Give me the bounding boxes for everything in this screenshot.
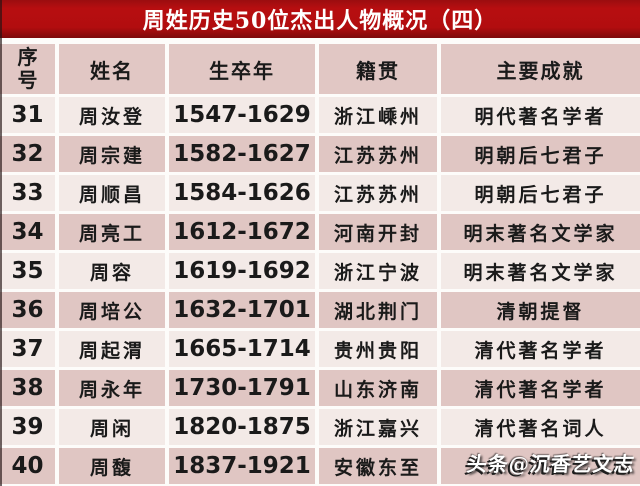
cell-birthplace: 安徽东至 <box>319 448 437 484</box>
header-label-number: 序号 <box>17 45 38 92</box>
cell-name: 周亮工 <box>59 214 165 250</box>
cell-birthplace: 江苏苏州 <box>319 136 437 172</box>
cell-achievement: 明代著名学者 <box>441 97 640 133</box>
cell-number: 34 <box>0 214 55 250</box>
cell-name: 周汝登 <box>59 97 165 133</box>
figures-table: 序号 姓名 生卒年 籍贯 主要成就 31 周汝登 1547-1629 浙江嵊州 … <box>0 44 640 484</box>
cell-birthplace: 河南开封 <box>319 214 437 250</box>
cell-achievement: 明末著名文学家 <box>441 214 640 250</box>
cell-lifespan: 1820-1875 <box>169 409 315 445</box>
table-row: 36 周培公 1632-1701 湖北荆门 清朝提督 <box>0 292 640 328</box>
table-row: 39 周闲 1820-1875 浙江嘉兴 清代著名词人 <box>0 409 640 445</box>
cell-achievement: 明朝后七君子 <box>441 175 640 211</box>
cell-birthplace: 江苏苏州 <box>319 175 437 211</box>
table-row: 40 周馥 1837-1921 安徽东至 <box>0 448 640 484</box>
cell-lifespan: 1632-1701 <box>169 292 315 328</box>
page-title: 周姓历史50位杰出人物概况（四） <box>142 8 498 34</box>
table-row: 32 周宗建 1582-1627 江苏苏州 明朝后七君子 <box>0 136 640 172</box>
cell-lifespan: 1612-1672 <box>169 214 315 250</box>
cell-name: 周容 <box>59 253 165 289</box>
table-row: 35 周容 1619-1692 浙江宁波 明末著名文学家 <box>0 253 640 289</box>
cell-achievement: 明朝后七君子 <box>441 136 640 172</box>
table-row: 33 周顺昌 1584-1626 江苏苏州 明朝后七君子 <box>0 175 640 211</box>
cell-achievement: 明末著名文学家 <box>441 253 640 289</box>
cell-birthplace: 浙江宁波 <box>319 253 437 289</box>
header-label-achievement: 主要成就 <box>496 58 585 83</box>
cell-birthplace: 贵州贵阳 <box>319 331 437 367</box>
header-cell-name: 姓名 <box>59 44 165 94</box>
header-cell-lifespan: 生卒年 <box>169 44 315 94</box>
cell-achievement <box>441 448 640 484</box>
cell-number: 33 <box>0 175 55 211</box>
cell-lifespan: 1730-1791 <box>169 370 315 406</box>
cell-number: 32 <box>0 136 55 172</box>
cell-birthplace: 湖北荆门 <box>319 292 437 328</box>
cell-name: 周培公 <box>59 292 165 328</box>
toutiao-watermark: 头条@沉香艺文志 <box>465 452 637 476</box>
cell-number: 36 <box>0 292 55 328</box>
cell-achievement: 清代著名学者 <box>441 331 640 367</box>
cell-name: 周闲 <box>59 409 165 445</box>
table-body: 31 周汝登 1547-1629 浙江嵊州 明代著名学者 32 周宗建 1582… <box>0 97 640 484</box>
table-title-bar: 周姓历史50位杰出人物概况（四） <box>0 0 640 38</box>
cell-birthplace: 山东济南 <box>319 370 437 406</box>
header-label-birthplace: 籍贯 <box>356 58 400 83</box>
cell-lifespan: 1665-1714 <box>169 331 315 367</box>
cell-number: 37 <box>0 331 55 367</box>
table-row: 37 周起渭 1665-1714 贵州贵阳 清代著名学者 <box>0 331 640 367</box>
cell-achievement: 清代著名词人 <box>441 409 640 445</box>
table-row: 34 周亮工 1612-1672 河南开封 明末著名文学家 <box>0 214 640 250</box>
cell-name: 周起渭 <box>59 331 165 367</box>
header-cell-number: 序号 <box>0 44 55 94</box>
cell-number: 38 <box>0 370 55 406</box>
header-cell-achievement: 主要成就 <box>441 44 640 94</box>
header-cell-birthplace: 籍贯 <box>319 44 437 94</box>
cell-lifespan: 1837-1921 <box>169 448 315 484</box>
cell-number: 40 <box>0 448 55 484</box>
cell-number: 35 <box>0 253 55 289</box>
table-header-row: 序号 姓名 生卒年 籍贯 主要成就 <box>0 44 640 94</box>
cell-achievement: 清朝提督 <box>441 292 640 328</box>
header-label-lifespan: 生卒年 <box>209 58 275 83</box>
cell-name: 周馥 <box>59 448 165 484</box>
cell-birthplace: 浙江嘉兴 <box>319 409 437 445</box>
cell-lifespan: 1547-1629 <box>169 97 315 133</box>
cell-name: 周永年 <box>59 370 165 406</box>
left-edge-artifact <box>0 0 2 486</box>
cell-name: 周顺昌 <box>59 175 165 211</box>
cell-number: 39 <box>0 409 55 445</box>
cell-number: 31 <box>0 97 55 133</box>
cell-lifespan: 1584-1626 <box>169 175 315 211</box>
cell-achievement: 清代著名学者 <box>441 370 640 406</box>
cell-lifespan: 1582-1627 <box>169 136 315 172</box>
cell-name: 周宗建 <box>59 136 165 172</box>
cell-birthplace: 浙江嵊州 <box>319 97 437 133</box>
table-row: 38 周永年 1730-1791 山东济南 清代著名学者 <box>0 370 640 406</box>
cell-lifespan: 1619-1692 <box>169 253 315 289</box>
header-label-name: 姓名 <box>90 58 134 83</box>
table-row: 31 周汝登 1547-1629 浙江嵊州 明代著名学者 <box>0 97 640 133</box>
